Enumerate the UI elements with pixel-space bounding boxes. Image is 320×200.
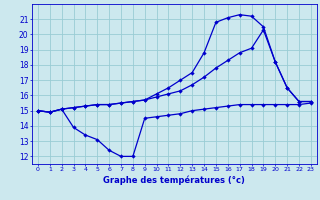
X-axis label: Graphe des températures (°c): Graphe des températures (°c) [103, 175, 245, 185]
